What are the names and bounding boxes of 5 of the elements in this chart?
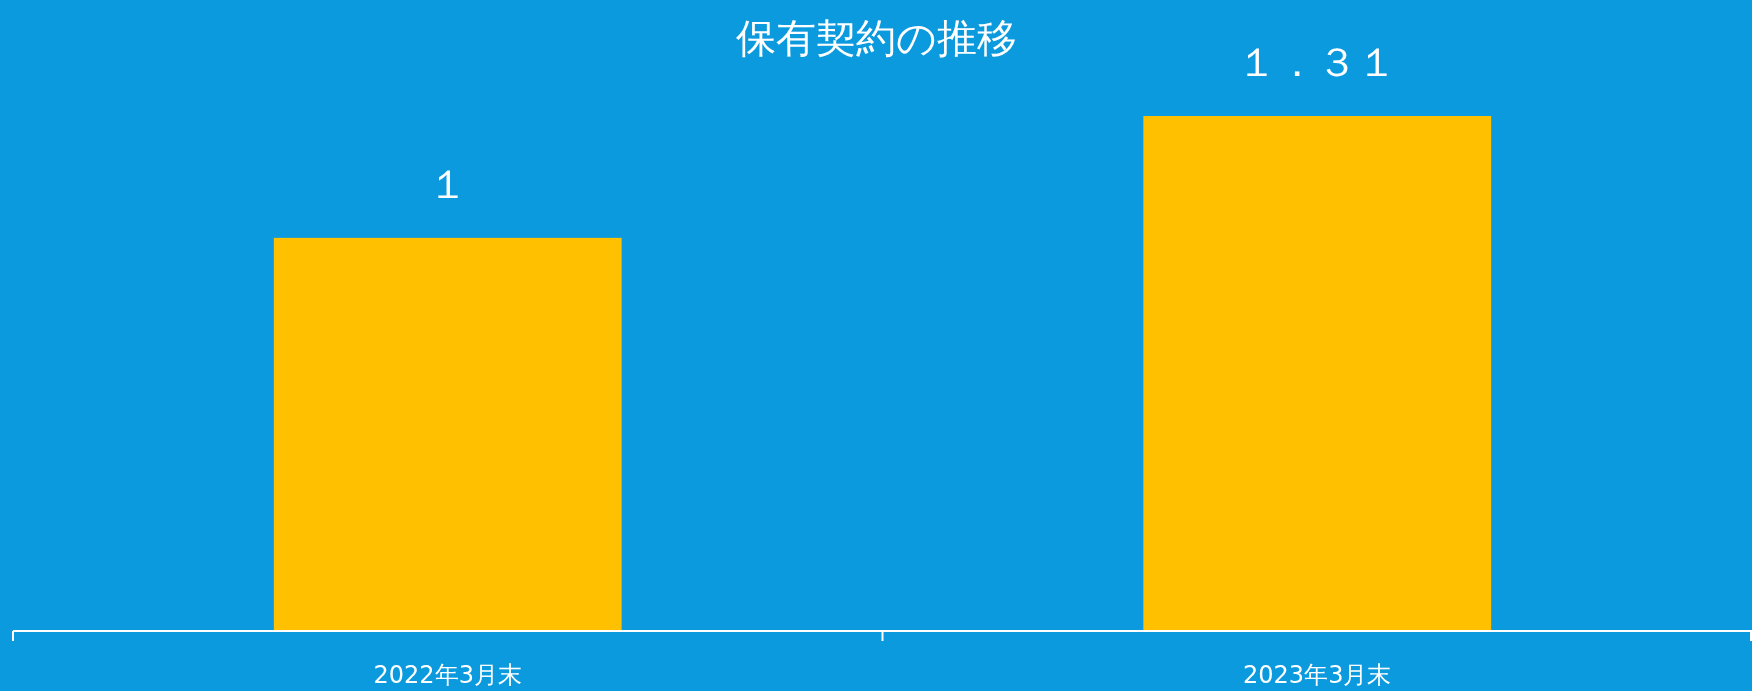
x-tick-label: 2023年3月末 bbox=[1243, 661, 1392, 689]
x-tick-label: 2022年3月末 bbox=[373, 661, 522, 689]
data-label: １ bbox=[427, 160, 468, 207]
chart-title: 保有契約の推移 bbox=[735, 15, 1017, 61]
data-label: １．３１ bbox=[1237, 39, 1398, 85]
